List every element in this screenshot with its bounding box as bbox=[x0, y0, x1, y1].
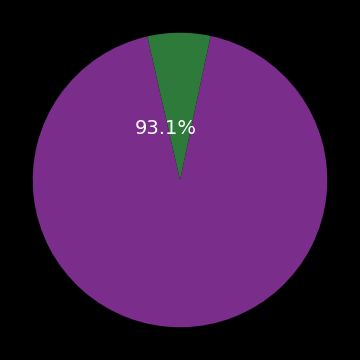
Wedge shape bbox=[33, 36, 327, 327]
Text: 93.1%: 93.1% bbox=[134, 119, 196, 138]
Wedge shape bbox=[147, 33, 211, 180]
